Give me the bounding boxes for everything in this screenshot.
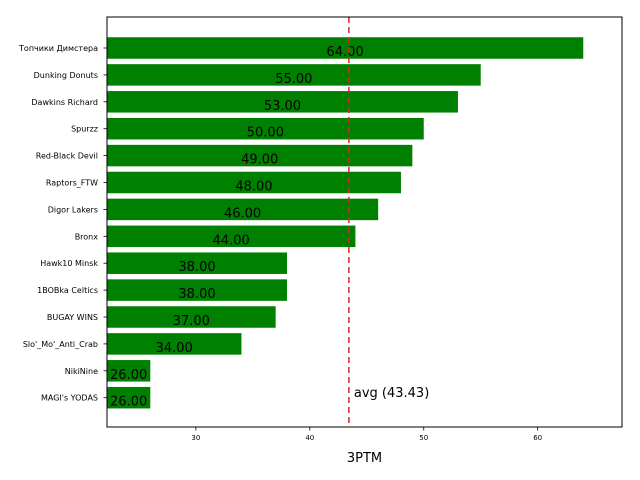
category-label: Топчики Димстера <box>18 44 98 53</box>
category-label: Digor Lakers <box>48 205 98 214</box>
x-axis: 30 40 50 60 <box>191 427 542 442</box>
bar <box>107 386 151 409</box>
bar-value-label: 37.00 <box>173 314 210 329</box>
x-axis-title: 3PTM <box>347 451 382 466</box>
bar <box>107 171 401 194</box>
category-label: NikiNine <box>65 367 98 376</box>
category-label: Dunking Donuts <box>34 71 98 80</box>
category-label: Raptors_FTW <box>46 179 98 188</box>
x-tick-label: 30 <box>191 434 200 442</box>
bar <box>107 225 356 248</box>
bar-value-label: 64.00 <box>327 45 364 60</box>
category-label: Bronx <box>75 232 99 241</box>
bar <box>107 360 151 382</box>
bar-value-label: 38.00 <box>178 260 215 275</box>
bar <box>107 198 379 221</box>
average-line-group: avg (43.43) <box>348 17 429 427</box>
category-label: 1BOBka Celtics <box>37 286 98 295</box>
bar <box>107 91 458 113</box>
y-axis: Топчики Димстера Dunking Donuts Dawkins Ri… <box>18 44 107 403</box>
category-label: Red-Black Devil <box>36 152 98 161</box>
category-label: Slo'_Mo'_Anti_Crab <box>23 340 98 349</box>
bar <box>107 279 288 301</box>
x-tick-label: 60 <box>533 434 542 442</box>
x-tick-label: 40 <box>305 434 314 442</box>
bars-group <box>107 37 584 409</box>
bar-value-label: 46.00 <box>224 206 261 221</box>
plot-frame <box>106 16 623 428</box>
bar-value-label: 34.00 <box>156 341 193 356</box>
bar <box>107 117 424 140</box>
bar <box>107 306 276 328</box>
bar-value-label: 50.00 <box>247 126 284 141</box>
x-tick-label: 50 <box>419 434 428 442</box>
bar <box>107 144 413 167</box>
category-label: Dawkins Richard <box>31 98 98 107</box>
category-label: BUGAY WINS <box>47 313 98 322</box>
bar-value-label: 55.00 <box>275 72 312 87</box>
bar-value-label: 53.00 <box>264 99 301 114</box>
bar-value-label: 44.00 <box>213 233 250 248</box>
bar <box>107 64 481 86</box>
bar-value-label: 26.00 <box>110 368 147 383</box>
value-labels-group: 64.00 55.00 53.00 50.00 49.00 48.00 46.00 44.00… <box>110 45 364 410</box>
average-label: avg (43.43) <box>354 386 429 401</box>
bar <box>107 37 584 59</box>
bar-value-label: 26.00 <box>110 395 147 410</box>
bar-value-label: 49.00 <box>241 153 278 168</box>
bar <box>107 333 242 355</box>
category-label: MAGI's YODAS <box>41 394 98 403</box>
category-label: Spurzz <box>71 125 98 134</box>
bar-value-label: 38.00 <box>178 287 215 302</box>
bar <box>107 252 288 274</box>
category-label: Hawk10 Minsk <box>40 259 98 268</box>
bar-value-label: 48.00 <box>235 180 272 195</box>
